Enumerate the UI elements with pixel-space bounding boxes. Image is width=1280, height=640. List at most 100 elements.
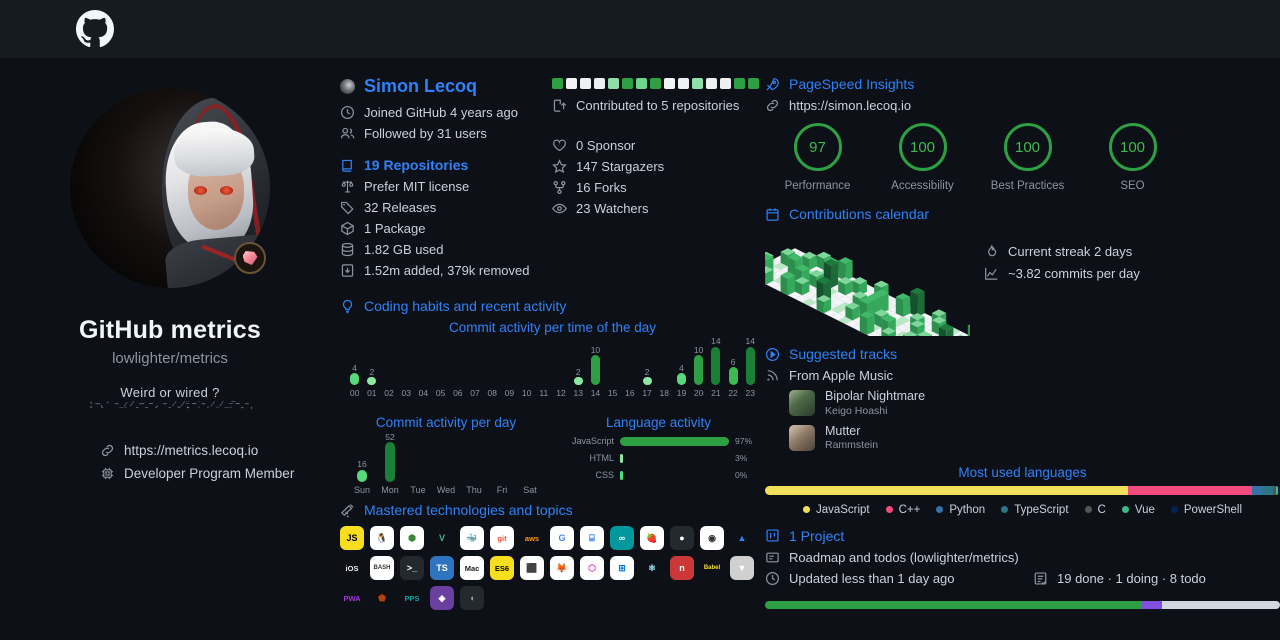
followers-row: Followed by 31 users [340, 126, 552, 141]
legend-label: C [1097, 503, 1106, 516]
daily-chart-block: Commit activity per day 16 52 Sun Mon Tue We… [340, 409, 552, 495]
link-icon [765, 98, 780, 113]
vuejs-icon[interactable]: V [430, 526, 454, 550]
hourly-bar-column [501, 337, 518, 385]
language-activity-row: HTML 3% [552, 453, 761, 463]
forks-label: 16 Forks [576, 180, 627, 195]
hourly-bar-value: 2 [575, 366, 581, 377]
list-item[interactable]: Mutter Rammstein [765, 424, 1280, 453]
rust-icon[interactable]: ⬟ [370, 586, 394, 610]
repo-icon [340, 158, 355, 173]
language-activity-name: JavaScript [571, 436, 614, 446]
track-title: Bipolar Nightmare [825, 389, 926, 403]
firefox-icon[interactable]: 🦊 [550, 556, 574, 580]
macos-icon[interactable]: Mac [460, 556, 484, 580]
language-activity-percent: 3% [735, 453, 748, 463]
bash-icon[interactable]: BASH [370, 556, 394, 580]
hourly-axis-label: 21 [711, 388, 721, 398]
ionic-icon[interactable]: ◉ [700, 526, 724, 550]
es6-icon[interactable]: ES6 [490, 556, 514, 580]
database-icon[interactable]: ⌸ [580, 526, 604, 550]
hourly-axis-label: 08 [487, 388, 497, 398]
repo-push-icon [552, 98, 567, 113]
mongodb-icon[interactable]: ⬛ [520, 556, 544, 580]
hourly-bar-column: 10 [587, 337, 604, 385]
daily-bar-value: 52 [385, 431, 395, 442]
legend-dot [1001, 506, 1009, 513]
linux-icon[interactable]: 🐧 [370, 526, 394, 550]
project-section-link[interactable]: 1 Project [765, 528, 1280, 544]
language-activity-row: CSS 0% [552, 470, 761, 480]
streak-label: Current streak 2 days [1008, 244, 1133, 259]
languages-legend: JavaScript C++ Python TypeScript C Vue PowerSh… [765, 504, 1280, 516]
electron-icon[interactable]: ⚛ [640, 556, 664, 580]
clock-icon [340, 105, 355, 120]
database-icon [340, 242, 355, 257]
language-activity-percent: 97% [735, 436, 753, 446]
tracks-section-link[interactable]: Suggested tracks [765, 346, 1280, 362]
technologies-section-link[interactable]: Mastered technologies and topics [340, 502, 765, 518]
track-artwork [789, 425, 815, 452]
git-icon[interactable]: git [490, 526, 514, 550]
packages-row: 1 Package [340, 221, 552, 236]
hourly-axis-label: 05 [435, 388, 446, 398]
chip-icon [100, 466, 115, 481]
graphql-icon[interactable]: ⬡ [580, 556, 604, 580]
website-row[interactable]: https://metrics.lecoq.io [100, 443, 340, 458]
typescript-icon[interactable]: TS [430, 556, 454, 580]
sidebar-meta: https://metrics.lecoq.io Developer Progr… [0, 443, 340, 481]
avatar-image [70, 88, 270, 288]
angular-icon[interactable]: ▲ [730, 526, 754, 550]
contribution-square [580, 78, 591, 89]
processing-icon[interactable]: PPS [400, 586, 424, 610]
rss-icon [765, 368, 780, 383]
language-activity-percent: 0% [735, 470, 748, 480]
pagespeed-section-label: PageSpeed Insights [789, 76, 915, 92]
webpack-icon[interactable]: ◈ [430, 586, 454, 610]
npm-icon[interactable]: n [670, 556, 694, 580]
hourly-bar-column: 4 [673, 337, 690, 385]
nodejs-icon[interactable]: ⬢ [400, 526, 424, 550]
sidebar-column: GitHub metrics lowlighter/metrics Weird … [0, 58, 340, 640]
language-segment [1275, 485, 1279, 495]
list-item[interactable]: Bipolar Nightmare Keigo Hoashi [765, 389, 1280, 418]
tracks-source-row: From Apple Music [765, 368, 1280, 383]
habits-section-link[interactable]: Coding habits and recent activity [340, 298, 765, 314]
project-updated-row: Updated less than 1 day ago [765, 571, 1033, 586]
star-icon [552, 159, 567, 174]
legend-label: Python [949, 503, 986, 516]
github-icon[interactable]: ● [670, 526, 694, 550]
babel-icon[interactable]: Babel [700, 556, 724, 580]
raspberry-pi-icon[interactable]: 🍓 [640, 526, 664, 550]
language-activity-name: HTML [589, 453, 615, 463]
vercel-icon[interactable]: ▼ [730, 556, 754, 580]
terminal-icon[interactable]: >_ [400, 556, 424, 580]
calendar-section-link[interactable]: Contributions calendar [765, 206, 1280, 222]
javascript-icon[interactable]: JS [340, 526, 364, 550]
windows-icon[interactable]: ⊞ [610, 556, 634, 580]
pagespeed-section-link[interactable]: PageSpeed Insights [765, 76, 1280, 92]
aws-icon[interactable]: aws [520, 526, 544, 550]
language-activity-bar [620, 436, 729, 446]
pagespeed-score-label: Accessibility [891, 180, 954, 192]
repositories-row[interactable]: 19 Repositories [340, 157, 552, 173]
pwa-icon[interactable]: PWA [340, 586, 364, 610]
gnu-icon[interactable]: ◖ [460, 586, 484, 610]
language-segment [1262, 485, 1273, 495]
language-activity-row: JavaScript 97% [552, 436, 761, 446]
track-title: Mutter [825, 423, 861, 438]
hourly-bar-column: 14 [742, 337, 759, 385]
profile-stats: Simon Lecoq Joined GitHub 4 years ago Fo… [340, 76, 765, 284]
docker-icon[interactable]: 🐳 [460, 526, 484, 550]
profile-name-row[interactable]: Simon Lecoq [340, 76, 552, 97]
google-icon[interactable]: G [550, 526, 574, 550]
hourly-bar-column: 10 [690, 337, 707, 385]
arduino-icon[interactable]: ∞ [610, 526, 634, 550]
hourly-bar-column [656, 337, 673, 385]
hourly-bar-column [398, 337, 415, 385]
tagline-block: Weird or wired ? ̴͓̎ ̶̢̛ ̵̲̏ ̷͎̚ ̸̱̐ ̶̰̅… [0, 385, 340, 423]
tag-icon [340, 200, 355, 215]
ios-icon[interactable]: iOS [340, 556, 364, 580]
daily-bar-column [404, 432, 432, 482]
pagespeed-url-row[interactable]: https://simon.lecoq.io [765, 98, 1280, 113]
